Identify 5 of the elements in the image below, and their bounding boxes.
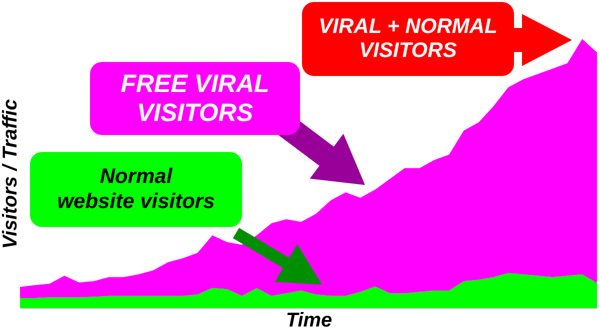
annotation: VIRAL + NORMAL VISITORS (302, 2, 514, 76)
annotation: Normal website visitors (30, 152, 242, 227)
y-axis-title: Visitors / Traffic (0, 99, 22, 249)
x-axis-title: Time (286, 310, 332, 332)
annotation: FREE VIRAL VISITORS (90, 62, 300, 135)
